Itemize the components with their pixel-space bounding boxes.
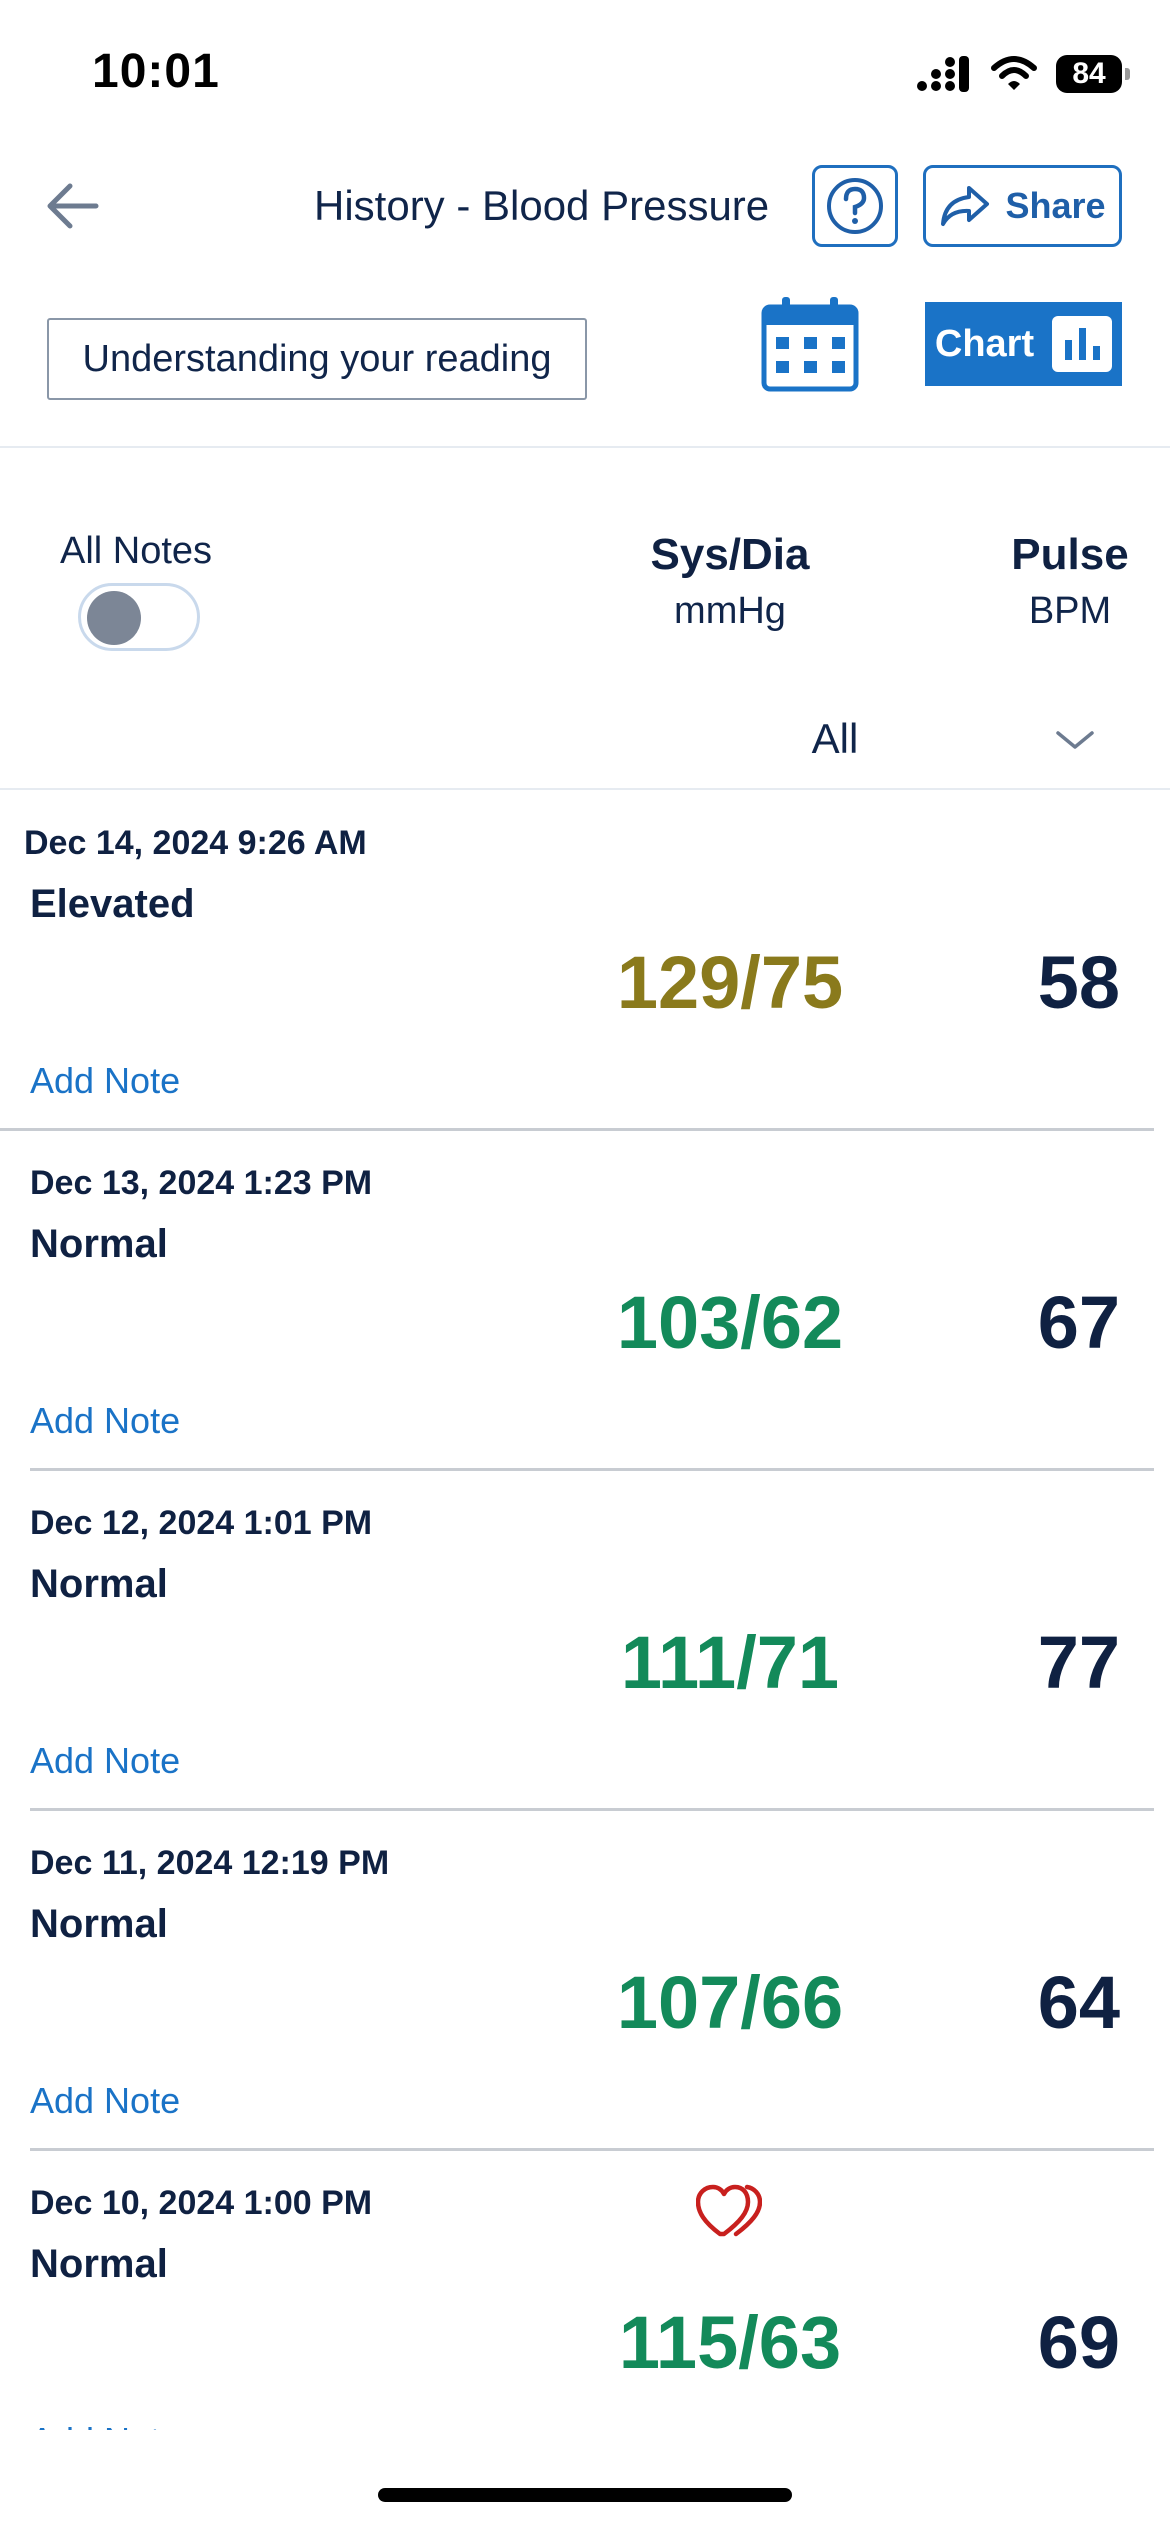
reading-pulse: 67 xyxy=(1037,1281,1120,1364)
home-indicator xyxy=(378,2488,792,2502)
reading-pulse: 77 xyxy=(1037,1621,1120,1704)
reading-category: Normal xyxy=(30,1902,168,1946)
reading-date: Dec 12, 2024 1:01 PM xyxy=(30,1504,373,1542)
sys-dia-column-header: Sys/Dia mmHg xyxy=(620,530,840,633)
filter-divider xyxy=(0,788,1170,790)
calendar-icon[interactable] xyxy=(760,295,860,393)
share-button[interactable]: Share xyxy=(923,165,1122,247)
pulse-unit: BPM xyxy=(1028,590,1112,632)
row-divider xyxy=(30,2148,1154,2151)
reading-date: Dec 10, 2024 1:00 PM xyxy=(30,2184,373,2222)
add-note-link[interactable]: Add Note xyxy=(30,2080,181,2121)
add-note-link[interactable]: Add Note xyxy=(30,2420,180,2430)
filter-select[interactable]: All xyxy=(811,715,859,762)
reading-row[interactable]: Dec 12, 2024 1:01 PM Normal 111/71 77 Ad… xyxy=(0,1470,1170,1811)
reading-sys-dia: 111/71 xyxy=(620,1621,840,1704)
add-note-link[interactable]: Add Note xyxy=(30,1400,181,1441)
header-divider xyxy=(0,446,1170,448)
wifi-icon xyxy=(991,56,1037,90)
row-divider xyxy=(30,1468,1154,1471)
back-arrow-icon[interactable] xyxy=(42,178,102,234)
reading-sys-dia: 103/62 xyxy=(616,1281,844,1364)
share-label: Share xyxy=(1005,185,1106,226)
reading-row[interactable]: Dec 13, 2024 1:23 PM Normal 103/62 67 Ad… xyxy=(0,1130,1170,1471)
chevron-down-icon[interactable] xyxy=(1054,727,1096,753)
reading-category: Normal xyxy=(30,1562,168,1606)
all-notes-toggle[interactable] xyxy=(78,583,200,651)
page-title: History - Blood Pressure xyxy=(314,182,770,229)
status-icons: 84 xyxy=(916,52,1130,96)
reading-pulse: 58 xyxy=(1037,941,1120,1024)
reading-sys-dia: 129/75 xyxy=(616,941,844,1024)
battery-icon: 84 xyxy=(1056,55,1130,93)
irregular-heartbeat-icon xyxy=(696,2184,762,2237)
chart-button[interactable]: Chart xyxy=(925,302,1122,386)
sys-dia-label: Sys/Dia xyxy=(650,530,810,579)
reading-date: Dec 14, 2024 9:26 AM xyxy=(24,824,367,862)
reading-category: Elevated xyxy=(30,882,195,926)
add-note-link[interactable]: Add Note xyxy=(30,1060,181,1101)
row-divider xyxy=(30,1808,1154,1811)
row-divider xyxy=(0,1128,1154,1131)
bar-chart-icon xyxy=(1052,316,1113,372)
reading-row[interactable]: Dec 14, 2024 9:26 AM Elevated 129/75 58 … xyxy=(0,790,1170,1131)
add-note-link[interactable]: Add Note xyxy=(30,1740,181,1781)
reading-pulse: 64 xyxy=(1037,1961,1120,2044)
reading-row[interactable]: Dec 10, 2024 1:00 PM Normal 115/63 69 Ad… xyxy=(0,2150,1170,2430)
reading-category: Normal xyxy=(30,1222,168,1266)
reading-category: Normal xyxy=(30,2242,168,2286)
reading-date: Dec 13, 2024 1:23 PM xyxy=(30,1164,373,1202)
status-time: 10:01 xyxy=(92,45,220,98)
toggle-knob xyxy=(87,591,141,645)
reading-pulse: 69 xyxy=(1037,2301,1120,2384)
cellular-signal-icon xyxy=(917,56,969,92)
chart-label: Chart xyxy=(934,322,1035,365)
help-button[interactable] xyxy=(812,165,898,247)
reading-sys-dia: 107/66 xyxy=(616,1961,844,2044)
reading-date: Dec 11, 2024 12:19 PM xyxy=(30,1844,390,1882)
pulse-label: Pulse xyxy=(1011,530,1129,579)
share-arrow-icon xyxy=(941,186,990,226)
reading-sys-dia: 115/63 xyxy=(618,2301,842,2384)
all-notes-label: All Notes xyxy=(60,530,213,572)
sys-dia-unit: mmHg xyxy=(674,590,786,632)
help-icon xyxy=(827,178,883,234)
pulse-column-header: Pulse BPM xyxy=(990,530,1150,633)
understanding-reading-button[interactable]: Understanding your reading xyxy=(47,318,587,400)
reading-row[interactable]: Dec 11, 2024 12:19 PM Normal 107/66 64 A… xyxy=(0,1810,1170,2151)
